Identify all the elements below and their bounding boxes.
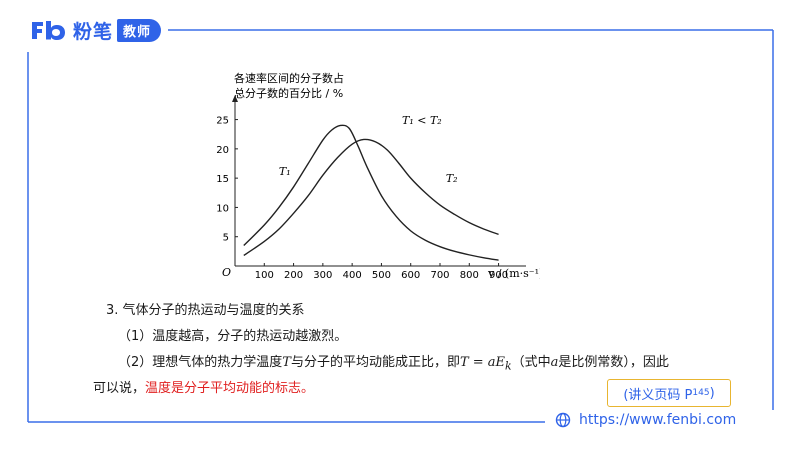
speed-distribution-chart: 各速率区间的分子数占 总分子数的百分比 / % O v / (m·s⁻¹) T₁… — [216, 71, 540, 281]
series-line-1 — [243, 124, 499, 261]
point-2-paren: （式中 — [511, 355, 551, 370]
y-tick-label-25: 25 — [216, 116, 229, 127]
y-tick-label-5: 5 — [223, 233, 229, 244]
x-tick-label-800: 800 — [460, 270, 479, 281]
series-line-2 — [243, 138, 499, 257]
fb-logo-icon — [32, 21, 65, 40]
website-url[interactable]: https://www.fenbi.com — [555, 412, 736, 428]
handout-page-ref: (讲义页码 P 145 ) — [607, 379, 731, 407]
var-T: T — [282, 355, 291, 370]
x-tick-label-300: 300 — [313, 270, 332, 281]
x-tick-label-600: 600 — [401, 270, 420, 281]
point-2-suffix: 是比例常数），因此 — [558, 355, 669, 370]
y-axis-arrow — [232, 95, 238, 102]
y-tick-label-20: 20 — [216, 145, 229, 156]
section-title: 3. 气体分子的热运动与温度的关系 — [106, 303, 305, 318]
brand-badge: 教师 — [117, 18, 162, 42]
chart-title-line1: 各速率区间的分子数占 — [234, 71, 344, 85]
equation-subscript: k — [505, 359, 512, 373]
x-tick-label-200: 200 — [284, 270, 303, 281]
y-tick-label-10: 10 — [216, 203, 229, 214]
point-2-middle: 与分子的平均动能成正比，即 — [290, 355, 460, 370]
ref-label: (讲义页码 P — [623, 387, 693, 403]
brand-name: 粉笔 — [73, 20, 114, 43]
brand-logo: 粉笔 教师 — [30, 18, 162, 43]
globe-icon — [555, 412, 571, 428]
y-tick-label-15: 15 — [216, 174, 229, 185]
equation: T = aE — [459, 355, 506, 370]
series-label-T1: T₁ — [279, 165, 291, 178]
x-tick-label-900: 900 — [489, 270, 508, 281]
ref-page-number: 145 — [692, 388, 710, 398]
point-2-prefix: （2）理想气体的热力学温度 — [118, 355, 283, 370]
highlight-text: 温度是分子平均动能的标志。 — [145, 381, 315, 396]
point-2: （2）理想气体的热力学温度T与分子的平均动能成正比，即T = aEk（式中a是比… — [118, 351, 669, 373]
chart-origin-label: O — [222, 266, 231, 279]
var-a: a — [550, 355, 559, 370]
x-tick-label-400: 400 — [343, 270, 362, 281]
point-3: 可以说，温度是分子平均动能的标志。 — [93, 377, 314, 396]
ref-close: ) — [709, 385, 715, 401]
chart-x-axis-label: v / (m·s⁻¹) — [487, 267, 540, 280]
chart-title-line2: 总分子数的百分比 / % — [234, 86, 343, 100]
x-tick-label-700: 700 — [430, 270, 449, 281]
x-tick-label-500: 500 — [372, 270, 391, 281]
point-1: （1）温度越高，分子的热运动越激烈。 — [118, 329, 348, 344]
url-text: https://www.fenbi.com — [579, 412, 737, 428]
point-3-prefix: 可以说， — [93, 381, 146, 396]
chart-relation-label: T₁ < T₂ — [402, 114, 442, 127]
x-tick-label-100: 100 — [255, 270, 274, 281]
series-label-T2: T₂ — [446, 172, 458, 185]
